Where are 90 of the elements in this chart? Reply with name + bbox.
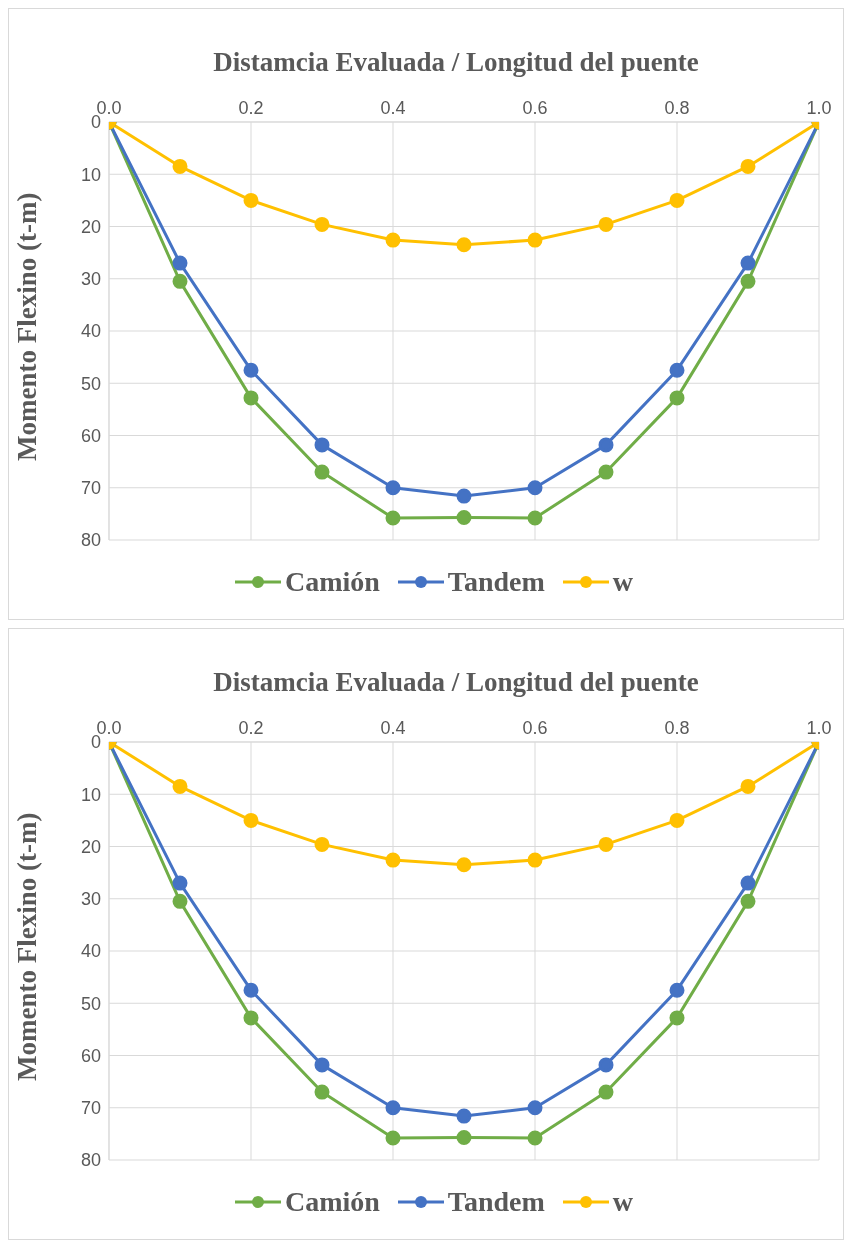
- point: [598, 1057, 614, 1073]
- point: [243, 1010, 259, 1026]
- point: [740, 778, 756, 794]
- point: [669, 192, 685, 208]
- point: [314, 1084, 330, 1100]
- y-tick-label: 70: [80, 1098, 101, 1119]
- point: [527, 480, 543, 496]
- point: [243, 362, 259, 378]
- legend-label: Camión: [284, 1186, 380, 1218]
- point: [385, 1100, 401, 1116]
- point: [456, 857, 472, 873]
- point: [527, 852, 543, 868]
- point: [669, 362, 685, 378]
- point: [243, 192, 259, 208]
- point: [527, 1130, 543, 1146]
- y-tick-label: 50: [80, 373, 101, 394]
- point: [598, 437, 614, 453]
- point: [740, 255, 756, 271]
- point: [172, 778, 188, 794]
- y-tick-label: 40: [80, 941, 101, 962]
- point: [172, 875, 188, 891]
- point: [314, 1057, 330, 1073]
- point: [740, 273, 756, 289]
- point: [456, 488, 472, 504]
- x-tick-label: 0.4: [380, 98, 406, 118]
- y-tick-label: 20: [80, 836, 101, 857]
- point: [669, 1010, 685, 1026]
- point: [527, 1100, 543, 1116]
- point: [172, 893, 188, 909]
- point: [598, 464, 614, 480]
- x-tick-label: 0.8: [664, 718, 690, 738]
- point: [243, 812, 259, 828]
- point: [740, 893, 756, 909]
- y-tick-label: 30: [80, 269, 101, 290]
- legend-label: Tandem: [447, 1186, 545, 1218]
- point: [740, 158, 756, 174]
- point: [527, 232, 543, 248]
- y-axis-title: Momento Flexino (t-m): [11, 812, 42, 1081]
- y-tick-label: 10: [80, 164, 101, 185]
- x-tick-label: 1.0: [806, 98, 832, 118]
- point: [669, 982, 685, 998]
- point: [385, 1130, 401, 1146]
- y-tick-label: 50: [80, 993, 101, 1014]
- point: [314, 836, 330, 852]
- point: [669, 390, 685, 406]
- y-tick-label: 80: [80, 1150, 101, 1171]
- point: [456, 1130, 472, 1146]
- point: [385, 852, 401, 868]
- x-tick-label: 0.2: [238, 98, 264, 118]
- point: [172, 255, 188, 271]
- y-axis-title: Momento Flexino (t-m): [11, 192, 42, 461]
- point: [314, 464, 330, 480]
- point: [598, 836, 614, 852]
- y-tick-label: 70: [80, 478, 101, 499]
- point: [314, 216, 330, 232]
- point: [243, 390, 259, 406]
- point: [456, 510, 472, 526]
- point: [598, 216, 614, 232]
- point: [172, 273, 188, 289]
- x-tick-label: 0.4: [380, 718, 406, 738]
- x-tick-label: 0.6: [522, 98, 548, 118]
- legend-label: w: [612, 1186, 634, 1218]
- x-tick-label: 0.6: [522, 718, 548, 738]
- x-tick-label: 0.8: [664, 98, 690, 118]
- point: [598, 1084, 614, 1100]
- point: [456, 237, 472, 253]
- legend-label: Camión: [284, 566, 380, 598]
- point: [243, 982, 259, 998]
- point: [669, 812, 685, 828]
- point: [172, 158, 188, 174]
- y-tick-label: 60: [80, 425, 101, 446]
- legend-label: w: [612, 566, 634, 598]
- point: [385, 510, 401, 526]
- y-tick-label: 40: [80, 321, 101, 342]
- point: [385, 480, 401, 496]
- point: [456, 1108, 472, 1124]
- point: [740, 875, 756, 891]
- point: [314, 437, 330, 453]
- y-tick-label: 20: [80, 216, 101, 237]
- point: [527, 510, 543, 526]
- point: [385, 232, 401, 248]
- y-tick-label: 10: [80, 784, 101, 805]
- y-tick-label: 80: [80, 530, 101, 551]
- x-tick-label: 0.2: [238, 718, 264, 738]
- y-tick-label: 60: [80, 1045, 101, 1066]
- chart-title: Distamcia Evaluada / Longitud del puente: [212, 667, 700, 698]
- chart-title: Distamcia Evaluada / Longitud del puente: [212, 47, 700, 78]
- legend-label: Tandem: [447, 566, 545, 598]
- x-tick-label: 1.0: [806, 718, 832, 738]
- y-tick-label: 30: [80, 889, 101, 910]
